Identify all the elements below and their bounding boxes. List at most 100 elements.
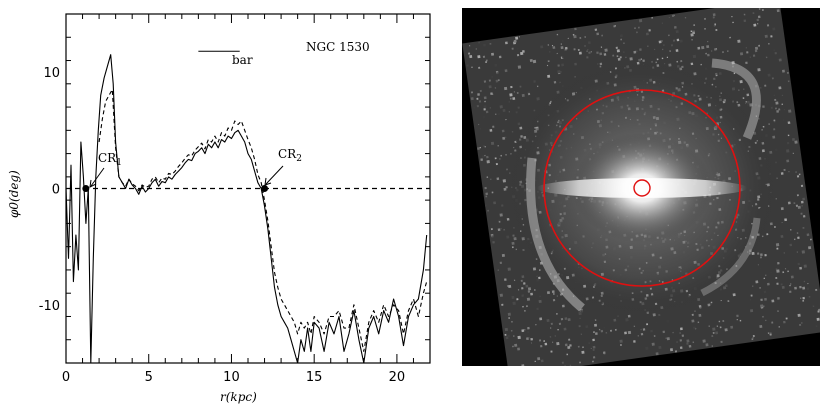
noise-speck [619,56,622,59]
noise-speck [502,136,506,140]
noise-speck [799,285,802,289]
noise-speck [508,317,511,319]
noise-speck [792,152,794,154]
noise-speck [743,88,745,90]
noise-speck [551,290,555,294]
noise-speck [517,347,521,351]
noise-speck [559,81,561,84]
noise-speck [757,15,761,19]
noise-speck [803,280,806,283]
noise-speck [705,343,709,347]
noise-speck [708,325,710,327]
noise-speck [774,120,776,123]
noise-speck [590,51,592,53]
noise-speck [744,102,747,105]
series-solid-line [65,54,428,364]
noise-speck [718,72,722,76]
noise-speck [775,161,777,164]
noise-speck [776,269,780,273]
noise-speck [556,313,558,315]
noise-speck [816,317,820,321]
noise-speck [566,353,569,356]
noise-speck [793,285,795,287]
noise-speck [482,55,486,58]
noise-speck [560,71,562,73]
noise-speck [675,49,679,52]
noise-speck [619,344,622,346]
noise-speck [676,38,680,42]
noise-speck [515,248,518,251]
noise-speck [556,295,558,297]
noise-speck [497,112,501,116]
noise-speck [784,218,788,222]
noise-speck [720,340,723,344]
noise-speck [530,292,534,296]
noise-speck [781,94,784,97]
noise-speck [774,52,777,55]
noise-speck [515,36,519,40]
noise-speck [577,345,580,348]
noise-speck [812,305,815,308]
noise-speck [669,348,674,352]
noise-speck [780,172,784,175]
noise-speck [752,335,755,337]
noise-speck [676,60,679,63]
noise-speck [787,80,790,83]
noise-speck [479,127,482,130]
noise-speck [484,154,486,157]
noise-speck [739,52,744,56]
noise-speck [600,46,603,48]
noise-speck [661,40,663,42]
noise-speck [640,328,642,331]
noise-speck [562,56,564,59]
noise-speck [469,55,473,59]
noise-speck [808,295,811,298]
noise-speck [478,66,481,69]
noise-speck [584,45,586,47]
noise-speck [517,335,521,340]
noise-speck [527,92,531,96]
outer-resonance-circle [543,89,741,287]
noise-speck [752,285,754,287]
noise-speck [700,63,702,66]
noise-speck [669,50,671,52]
noise-speck [765,319,767,322]
noise-speck [673,26,677,29]
noise-speck [471,66,473,68]
noise-speck [505,336,509,340]
noise-speck [579,37,582,39]
noise-speck [564,343,568,347]
noise-speck [558,322,562,325]
noise-speck [710,301,713,304]
noise-speck [622,51,625,53]
noise-speck [560,43,563,45]
noise-speck [503,86,508,91]
noise-speck [749,56,751,58]
noise-speck [516,298,519,301]
noise-speck [505,118,507,121]
noise-speck [702,339,706,343]
noise-speck [596,32,600,36]
noise-speck [806,287,810,291]
noise-speck [485,110,489,114]
noise-speck [511,130,514,133]
noise-speck [754,49,758,53]
noise-speck [795,171,798,174]
noise-speck [514,343,518,347]
noise-speck [771,321,774,324]
noise-speck [758,44,761,47]
noise-speck [536,278,540,282]
noise-speck [767,332,770,334]
noise-speck [506,168,508,171]
noise-speck [613,318,617,322]
noise-speck [720,299,722,302]
noise-speck [527,287,532,291]
noise-speck [533,80,536,83]
noise-speck [506,235,510,239]
noise-speck [775,107,777,110]
noise-speck [579,317,581,320]
noise-speck [510,329,513,332]
noise-speck [522,305,524,308]
noise-speck [538,276,541,280]
